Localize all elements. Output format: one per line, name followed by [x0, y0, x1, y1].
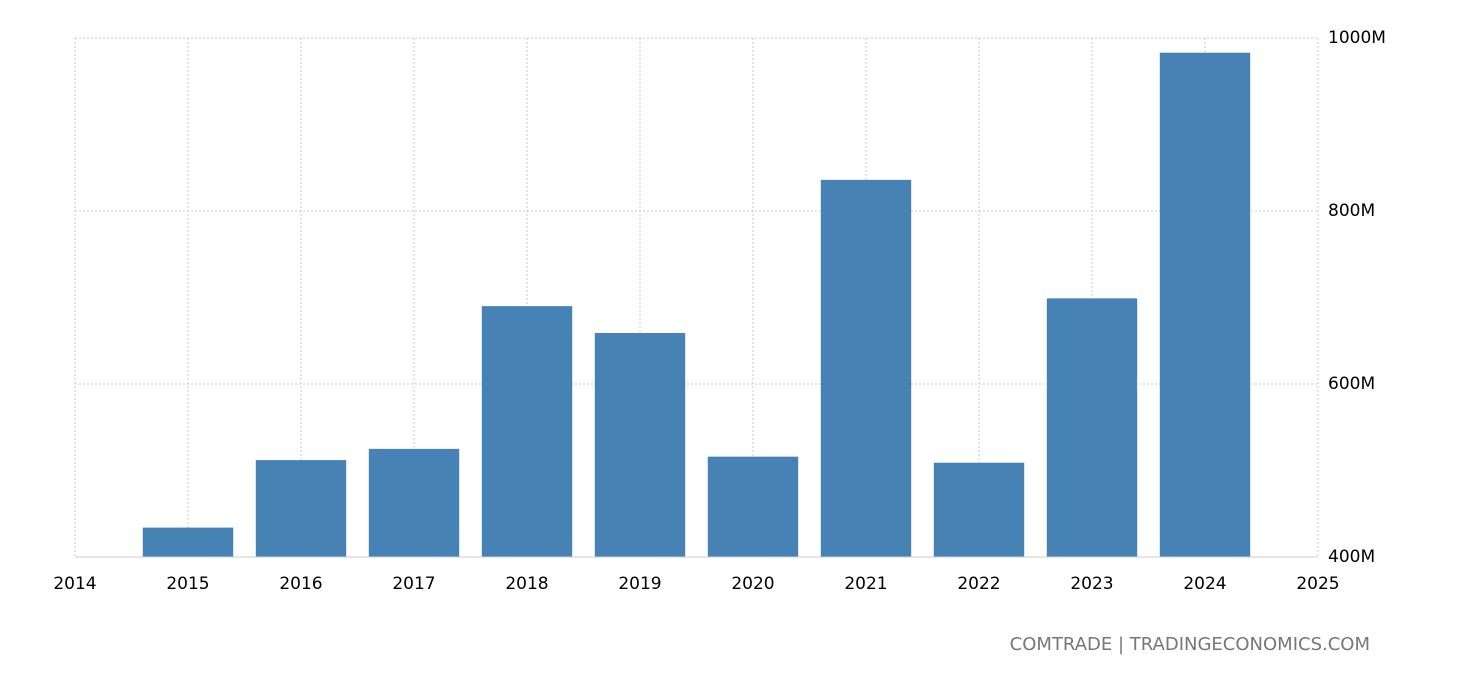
x-tick-label: 2020 — [731, 574, 774, 594]
bar — [707, 456, 799, 557]
source: COMTRADE | TRADINGECONOMICS.COM — [1010, 634, 1370, 655]
x-tick-label: 2025 — [1296, 574, 1339, 594]
x-tick-label: 2018 — [505, 574, 548, 594]
bar — [594, 332, 686, 557]
bar — [1159, 52, 1251, 558]
x-tick-label: 2019 — [618, 574, 661, 594]
bar — [481, 306, 573, 557]
x-tick-label: 2017 — [392, 574, 435, 594]
y-tick-label: 400M — [1328, 547, 1375, 567]
bar — [368, 448, 460, 557]
x-tick-label: 2023 — [1070, 574, 1113, 594]
y-tick-label: 1000M — [1328, 28, 1386, 48]
bar — [142, 527, 234, 557]
x-tick-label: 2021 — [844, 574, 887, 594]
bar — [820, 179, 912, 558]
x-tick-label: 2014 — [53, 574, 96, 594]
y-tick-label: 800M — [1328, 201, 1375, 221]
x-tick-label: 2024 — [1183, 574, 1226, 594]
x-tick-label: 2016 — [279, 574, 322, 594]
x-tick-label: 2022 — [957, 574, 1000, 594]
bar — [255, 460, 347, 557]
bar — [1046, 298, 1138, 557]
y-tick-label: 600M — [1328, 374, 1375, 394]
x-tick-label: 2015 — [166, 574, 209, 594]
bar — [933, 462, 1025, 557]
